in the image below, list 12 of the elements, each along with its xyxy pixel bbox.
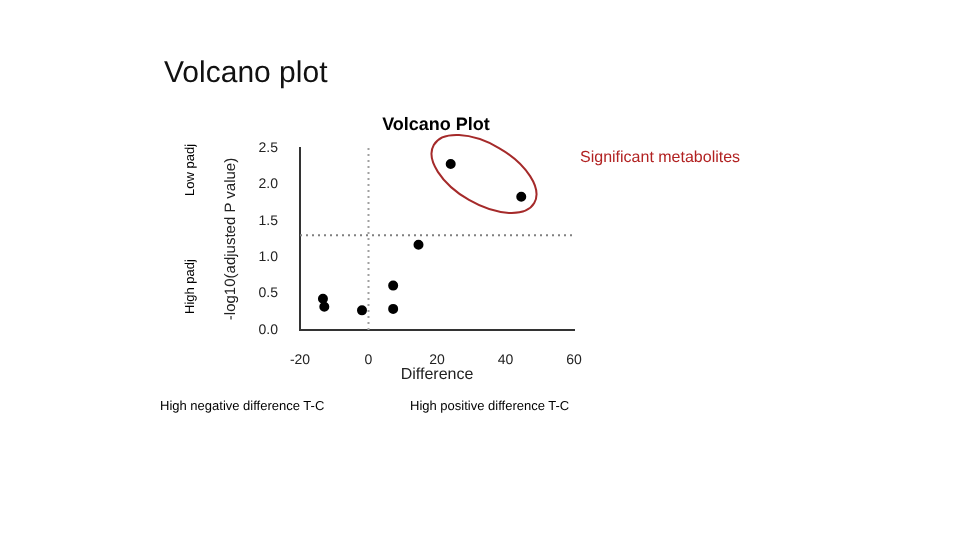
chart-title: Volcano plot (164, 56, 328, 90)
point (317, 293, 328, 304)
point (319, 301, 330, 312)
text: Significant metabolites (580, 148, 741, 166)
point (445, 159, 456, 170)
point (356, 305, 367, 316)
chart-subtitle: Volcano Plot (380, 114, 492, 134)
point (516, 191, 527, 202)
point (413, 239, 424, 250)
x-axis-title: Difference (400, 364, 475, 383)
point (388, 280, 399, 291)
point (388, 303, 399, 314)
